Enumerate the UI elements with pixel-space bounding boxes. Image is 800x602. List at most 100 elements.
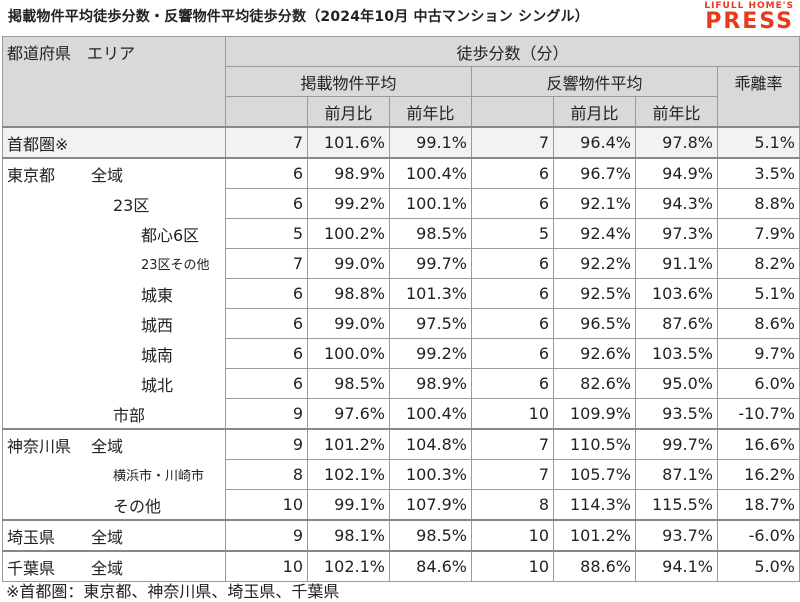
table-row: 城東 6 98.8% 101.3% 6 92.5% 103.6% 5.1% — [2, 278, 800, 309]
row-label: 23区 — [2, 188, 226, 219]
row-label: 城南 — [2, 338, 226, 369]
row-label: 市部 — [2, 398, 226, 430]
response-minutes: 7 — [471, 126, 554, 159]
response-yoy: 103.6% — [635, 278, 718, 309]
logo-line1: LIFULL HOME'S — [704, 1, 794, 11]
response-yoy: 115.5% — [635, 489, 718, 521]
logo-line2: PRESS — [705, 9, 794, 34]
listed-mom: 98.9% — [307, 157, 390, 189]
header-walk-minutes: 徒歩分数（分） — [225, 36, 800, 67]
response-mom: 96.5% — [553, 308, 636, 339]
gap-rate: 9.7% — [717, 338, 800, 369]
listed-yoy: 84.6% — [389, 550, 472, 582]
row-label: 城北 — [2, 368, 226, 399]
listed-mom: 100.0% — [307, 338, 390, 369]
header-region: 都道府県 エリア — [2, 36, 226, 128]
listed-yoy: 98.5% — [389, 218, 472, 249]
gap-rate: 8.8% — [717, 188, 800, 219]
walk-minutes-table: 都道府県 エリア 徒歩分数（分） 掲載物件平均 反響物件平均 乖離率 前月比 前… — [2, 36, 800, 582]
listed-yoy: 99.2% — [389, 338, 472, 369]
header-listed-mom: 前月比 — [307, 96, 390, 128]
gap-rate: 3.5% — [717, 157, 800, 189]
table-row: 23区その他 7 99.0% 99.7% 6 92.2% 91.1% 8.2% — [2, 248, 800, 279]
response-mom: 82.6% — [553, 368, 636, 399]
table-row: 埼玉県 全域 9 98.1% 98.5% 10 101.2% 93.7% -6.0… — [2, 519, 800, 552]
response-minutes: 6 — [471, 188, 554, 219]
row-label: 神奈川県 全域 — [2, 428, 226, 460]
gap-rate: 18.7% — [717, 489, 800, 521]
gap-rate: 16.2% — [717, 459, 800, 490]
listed-minutes: 9 — [225, 428, 308, 460]
row-label: 首都圏※ — [2, 126, 226, 159]
listed-yoy: 100.4% — [389, 157, 472, 189]
listed-mom: 99.1% — [307, 489, 390, 521]
response-mom: 92.5% — [553, 278, 636, 309]
table-row: 23区 6 99.2% 100.1% 6 92.1% 94.3% 8.8% — [2, 188, 800, 219]
header-gap-rate: 乖離率 — [717, 66, 800, 128]
response-yoy: 95.0% — [635, 368, 718, 399]
response-yoy: 87.1% — [635, 459, 718, 490]
listed-minutes: 7 — [225, 248, 308, 279]
table-row: 城西 6 99.0% 97.5% 6 96.5% 87.6% 8.6% — [2, 308, 800, 339]
row-label: 23区その他 — [2, 248, 226, 279]
response-mom: 96.4% — [553, 126, 636, 159]
table-row: 城北 6 98.5% 98.9% 6 82.6% 95.0% 6.0% — [2, 368, 800, 399]
listed-yoy: 98.5% — [389, 519, 472, 552]
response-minutes: 10 — [471, 550, 554, 582]
response-yoy: 91.1% — [635, 248, 718, 279]
table-row: 神奈川県 全域 9 101.2% 104.8% 7 110.5% 99.7% 16… — [2, 428, 800, 460]
row-label: 千葉県 全域 — [2, 550, 226, 582]
header-response-yoy: 前年比 — [635, 96, 718, 128]
response-yoy: 97.3% — [635, 218, 718, 249]
listed-minutes: 6 — [225, 278, 308, 309]
row-label: その他 — [2, 489, 226, 521]
response-minutes: 10 — [471, 398, 554, 430]
response-yoy: 97.8% — [635, 126, 718, 159]
listed-yoy: 99.1% — [389, 126, 472, 159]
listed-yoy: 101.3% — [389, 278, 472, 309]
header-listed-yoy: 前年比 — [389, 96, 472, 128]
gap-rate: 7.9% — [717, 218, 800, 249]
response-minutes: 6 — [471, 248, 554, 279]
row-label: 横浜市・川崎市 — [2, 459, 226, 490]
listed-minutes: 5 — [225, 218, 308, 249]
gap-rate: 5.1% — [717, 278, 800, 309]
response-yoy: 93.5% — [635, 398, 718, 430]
gap-rate: 5.0% — [717, 550, 800, 582]
pref-name: 千葉県 — [7, 558, 56, 578]
response-yoy: 93.7% — [635, 519, 718, 552]
response-mom: 92.2% — [553, 248, 636, 279]
response-yoy: 87.6% — [635, 308, 718, 339]
listed-minutes: 10 — [225, 489, 308, 521]
listed-mom: 98.5% — [307, 368, 390, 399]
pref-name: 埼玉県 — [7, 527, 56, 547]
listed-yoy: 107.9% — [389, 489, 472, 521]
header-listed-average: 掲載物件平均 — [225, 66, 472, 97]
gap-rate: -10.7% — [717, 398, 800, 430]
response-minutes: 5 — [471, 218, 554, 249]
listed-mom: 102.1% — [307, 459, 390, 490]
response-yoy: 99.7% — [635, 428, 718, 460]
listed-mom: 100.2% — [307, 218, 390, 249]
listed-mom: 99.0% — [307, 308, 390, 339]
listed-yoy: 99.7% — [389, 248, 472, 279]
response-minutes: 10 — [471, 519, 554, 552]
row-label: 埼玉県 全域 — [2, 519, 226, 552]
header-response-mom: 前月比 — [553, 96, 636, 128]
response-mom: 101.2% — [553, 519, 636, 552]
response-minutes: 6 — [471, 157, 554, 189]
listed-minutes: 7 — [225, 126, 308, 159]
response-mom: 105.7% — [553, 459, 636, 490]
listed-minutes: 8 — [225, 459, 308, 490]
gap-rate: 16.6% — [717, 428, 800, 460]
response-minutes: 6 — [471, 308, 554, 339]
response-mom: 114.3% — [553, 489, 636, 521]
response-minutes: 6 — [471, 278, 554, 309]
listed-mom: 97.6% — [307, 398, 390, 430]
table-row: 都心6区 5 100.2% 98.5% 5 92.4% 97.3% 7.9% — [2, 218, 800, 249]
response-yoy: 94.9% — [635, 157, 718, 189]
gap-rate: 8.6% — [717, 308, 800, 339]
table-row: 千葉県 全域 10 102.1% 84.6% 10 88.6% 94.1% 5.0… — [2, 550, 800, 582]
listed-yoy: 104.8% — [389, 428, 472, 460]
table-row: 城南 6 100.0% 99.2% 6 92.6% 103.5% 9.7% — [2, 338, 800, 369]
